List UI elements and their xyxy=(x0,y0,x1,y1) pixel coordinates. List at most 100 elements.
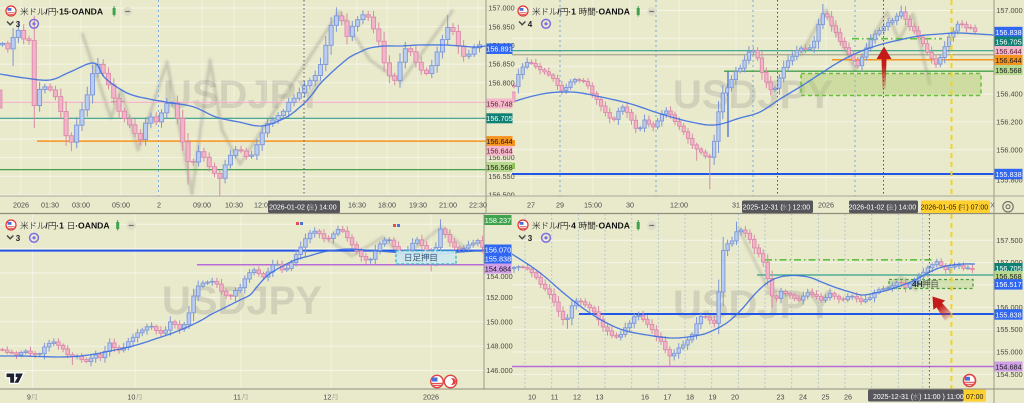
svg-text:·15·OANDA: ·15·OANDA xyxy=(56,7,103,17)
svg-text:) 07:00: ) 07:00 xyxy=(966,205,988,212)
svg-text:156.200: 156.200 xyxy=(996,118,1022,127)
svg-text:4H: 4H xyxy=(912,279,923,289)
svg-text:146.000: 146.000 xyxy=(486,366,512,375)
svg-text:154.000: 154.000 xyxy=(486,272,512,281)
svg-text:/: / xyxy=(45,221,48,231)
svg-text:3: 3 xyxy=(16,234,21,243)
svg-text:156.000: 156.000 xyxy=(996,303,1022,312)
svg-text:155.838: 155.838 xyxy=(995,310,1021,319)
svg-text:16:30: 16:30 xyxy=(348,201,366,210)
svg-text:2026-01-02 (: 2026-01-02 ( xyxy=(269,205,310,212)
svg-text:16: 16 xyxy=(641,393,649,402)
svg-text:156.644: 156.644 xyxy=(995,47,1021,56)
svg-text:2026-01-02 (: 2026-01-02 ( xyxy=(849,205,890,212)
svg-text:156.838: 156.838 xyxy=(995,28,1021,37)
svg-text:19: 19 xyxy=(709,393,717,402)
svg-text:156.800: 156.800 xyxy=(488,78,514,87)
svg-text:12: 12 xyxy=(323,393,331,402)
svg-text:155.838: 155.838 xyxy=(995,170,1021,179)
svg-text:2: 2 xyxy=(157,201,161,210)
svg-text:2026: 2026 xyxy=(423,393,439,402)
svg-text:156.600: 156.600 xyxy=(488,153,514,162)
svg-text:2025-12-31 (: 2025-12-31 ( xyxy=(873,394,914,401)
svg-text:156.950: 156.950 xyxy=(488,22,514,31)
svg-text:150.000: 150.000 xyxy=(486,317,512,326)
svg-text:155.800: 155.800 xyxy=(996,176,1022,185)
svg-text:9: 9 xyxy=(27,393,31,402)
svg-text:X: X xyxy=(990,203,995,210)
svg-text:154.500: 154.500 xyxy=(996,370,1022,379)
svg-text:12:00: 12:00 xyxy=(670,201,688,210)
svg-text:156.400: 156.400 xyxy=(996,90,1022,99)
svg-text:155.000: 155.000 xyxy=(996,348,1022,357)
svg-text:156.500: 156.500 xyxy=(488,191,514,200)
svg-text:07:00: 07:00 xyxy=(966,394,984,401)
svg-text:05:00: 05:00 xyxy=(112,201,130,210)
svg-text:2026: 2026 xyxy=(13,201,29,210)
svg-text:157.000: 157.000 xyxy=(996,258,1022,267)
svg-text:·4: ·4 xyxy=(568,221,576,231)
svg-text:2026-01-05 (: 2026-01-05 ( xyxy=(921,205,962,212)
svg-text:11: 11 xyxy=(233,393,240,402)
svg-text:157.000: 157.000 xyxy=(488,4,514,13)
svg-text:24: 24 xyxy=(799,393,807,402)
svg-text:01:30: 01:30 xyxy=(41,201,59,210)
svg-text:29: 29 xyxy=(556,201,564,210)
svg-text:23: 23 xyxy=(777,393,785,402)
svg-text:156.891: 156.891 xyxy=(486,45,512,54)
svg-text:USDJPY: USDJPY xyxy=(673,283,833,327)
svg-text:156.705: 156.705 xyxy=(995,264,1021,273)
svg-text:26: 26 xyxy=(844,393,852,402)
svg-text:10:30: 10:30 xyxy=(225,201,243,210)
svg-text:15:00: 15:00 xyxy=(584,201,602,210)
svg-text:156.644: 156.644 xyxy=(995,56,1021,65)
svg-text:158.237: 158.237 xyxy=(485,216,511,225)
svg-text:156.568: 156.568 xyxy=(995,66,1021,75)
svg-text:12:00: 12:00 xyxy=(254,201,272,210)
svg-text:09:00: 09:00 xyxy=(193,201,211,210)
svg-text:156.000: 156.000 xyxy=(996,145,1022,154)
svg-text:2025-12-31 (: 2025-12-31 ( xyxy=(743,205,784,212)
svg-text:156.517: 156.517 xyxy=(995,280,1021,289)
svg-text:) 12:00: ) 12:00 xyxy=(788,205,810,212)
svg-text:/: / xyxy=(557,7,560,17)
svg-text:27: 27 xyxy=(527,201,535,210)
svg-text:11: 11 xyxy=(551,393,558,402)
svg-text:4: 4 xyxy=(528,20,533,29)
svg-text:25: 25 xyxy=(822,393,830,402)
svg-text:31: 31 xyxy=(732,201,740,210)
svg-text:/: / xyxy=(557,221,560,231)
svg-text:/: / xyxy=(45,7,48,17)
svg-text:157.000: 157.000 xyxy=(996,6,1022,15)
svg-text:156.644: 156.644 xyxy=(486,147,512,156)
svg-text:3: 3 xyxy=(528,234,533,243)
svg-text:155.500: 155.500 xyxy=(996,325,1022,334)
svg-text:156.748: 156.748 xyxy=(486,99,512,108)
svg-text:157.500: 157.500 xyxy=(996,236,1022,245)
svg-text:156.644: 156.644 xyxy=(486,137,512,146)
svg-text:18:00: 18:00 xyxy=(378,201,396,210)
svg-text:154.684: 154.684 xyxy=(995,362,1021,371)
svg-text:10: 10 xyxy=(127,393,135,402)
svg-text:20: 20 xyxy=(731,393,739,402)
svg-text:155.838: 155.838 xyxy=(485,254,511,263)
svg-text:156.850: 156.850 xyxy=(488,60,514,69)
svg-text:·OANDA: ·OANDA xyxy=(596,7,630,17)
svg-text:) 14:00: ) 14:00 xyxy=(315,205,337,212)
svg-text:156.705: 156.705 xyxy=(486,114,512,123)
svg-text:18: 18 xyxy=(686,393,694,402)
svg-text:12: 12 xyxy=(573,393,581,402)
svg-text:154.684: 154.684 xyxy=(485,264,511,273)
svg-text:156.568: 156.568 xyxy=(995,272,1021,281)
svg-text:·OANDA: ·OANDA xyxy=(596,221,630,231)
svg-text:03:00: 03:00 xyxy=(72,201,90,210)
svg-text:30: 30 xyxy=(626,201,634,210)
svg-text:152.000: 152.000 xyxy=(486,293,512,302)
svg-text:10: 10 xyxy=(528,393,536,402)
svg-text:·1: ·1 xyxy=(56,221,64,231)
svg-text:22:30: 22:30 xyxy=(469,201,487,210)
svg-text:3: 3 xyxy=(16,20,21,29)
svg-text:·1: ·1 xyxy=(568,7,576,17)
svg-text:156.705: 156.705 xyxy=(995,37,1021,46)
svg-text:19:30: 19:30 xyxy=(409,201,427,210)
